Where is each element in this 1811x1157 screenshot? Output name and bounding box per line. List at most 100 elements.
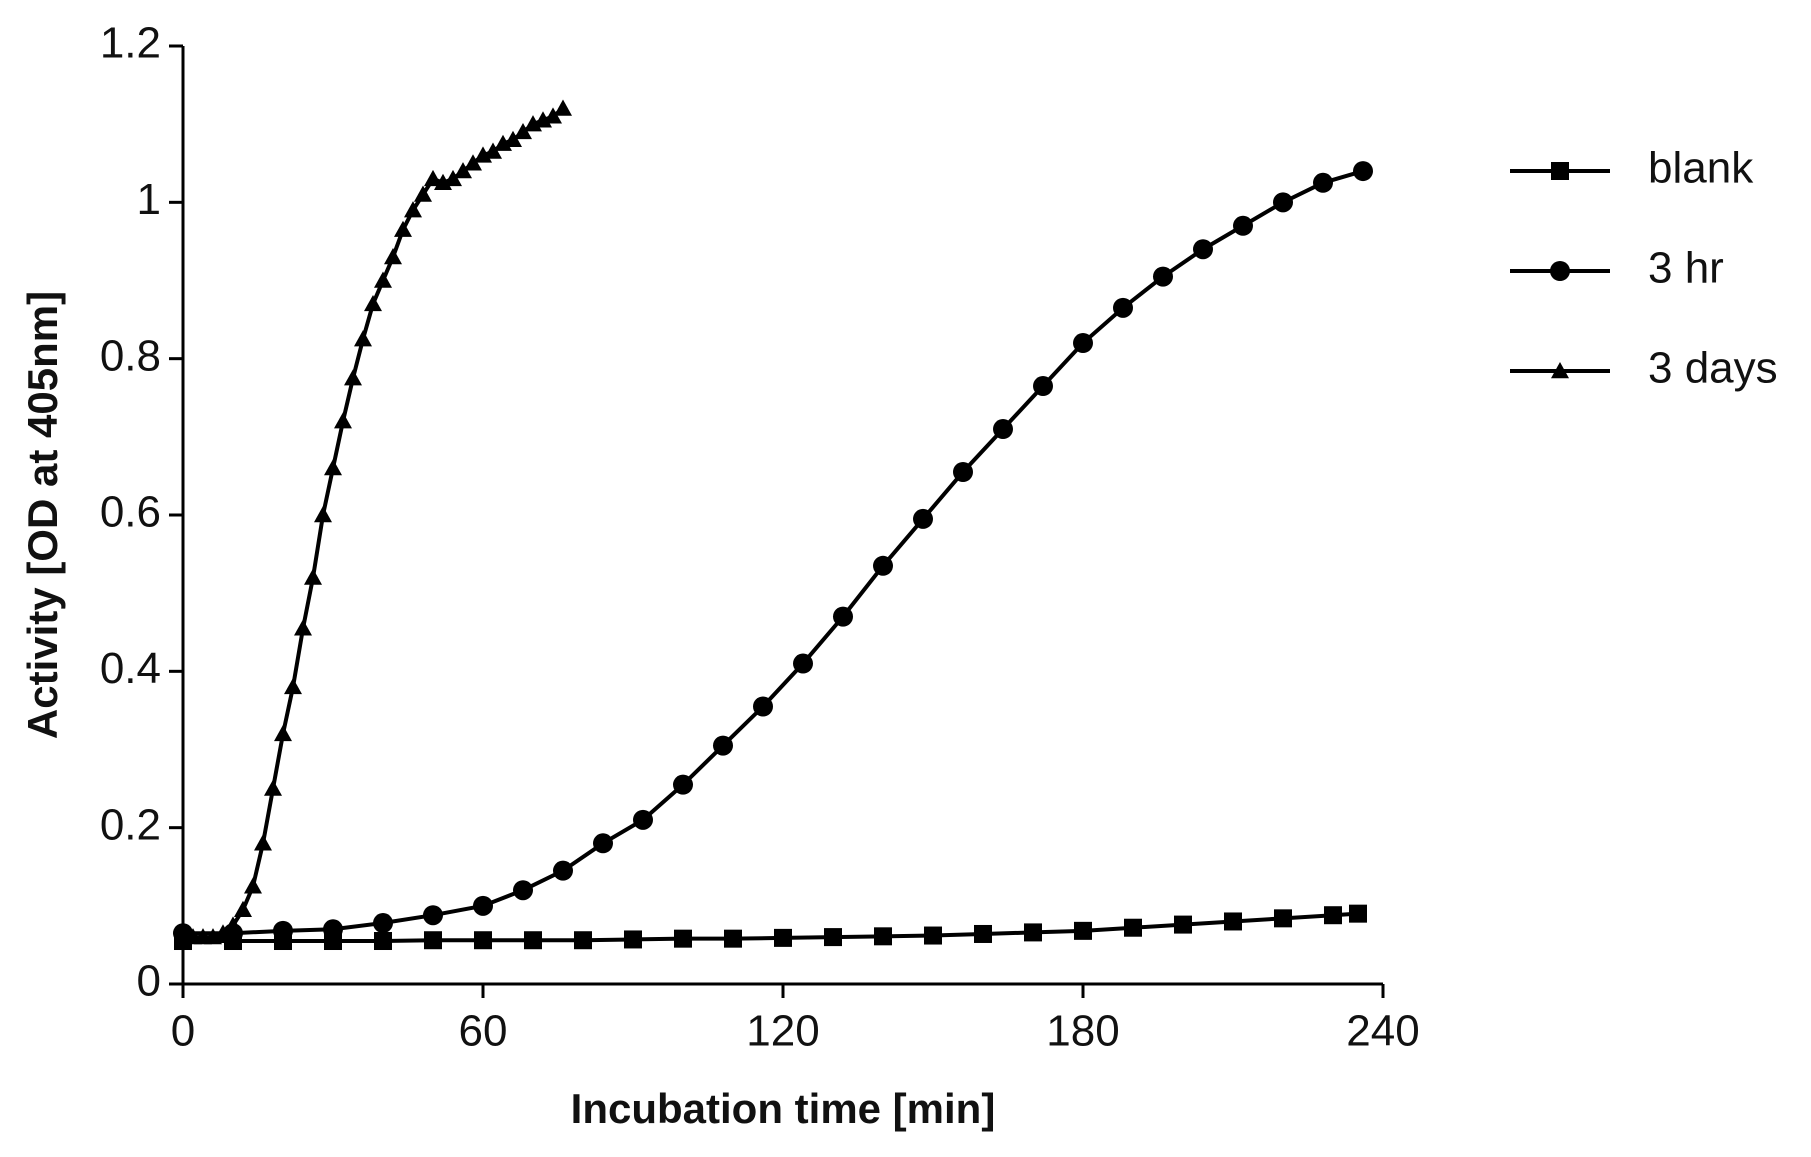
marker: [793, 653, 813, 674]
marker: [924, 926, 942, 945]
marker: [1313, 172, 1333, 193]
marker: [424, 169, 442, 187]
marker: [1024, 923, 1042, 942]
x-tick-label: 180: [1046, 1007, 1119, 1056]
x-tick-label: 60: [459, 1007, 508, 1056]
marker: [384, 248, 402, 265]
marker: [1153, 266, 1173, 287]
marker: [454, 162, 472, 179]
y-tick-label: 1: [137, 175, 161, 224]
marker: [314, 506, 332, 523]
marker: [404, 201, 422, 218]
y-axis-label: Activity [OD at 405nm]: [19, 291, 66, 739]
marker: [1073, 333, 1093, 354]
marker: [633, 809, 653, 830]
marker: [473, 895, 493, 916]
marker: [244, 877, 262, 894]
marker: [414, 185, 432, 202]
marker: [304, 568, 322, 585]
marker: [1224, 912, 1242, 931]
marker: [1174, 915, 1192, 934]
marker: [513, 880, 533, 901]
marker: [953, 462, 973, 483]
marker: [214, 924, 232, 941]
marker: [724, 929, 742, 948]
marker: [254, 834, 272, 851]
marker: [674, 929, 692, 948]
marker: [913, 508, 933, 529]
marker: [484, 142, 502, 159]
marker: [873, 555, 893, 576]
marker: [1353, 161, 1373, 182]
marker: [1324, 906, 1342, 925]
marker: [593, 833, 613, 854]
marker: [394, 220, 412, 237]
marker: [364, 294, 382, 312]
marker: [824, 928, 842, 947]
marker: [424, 931, 442, 950]
marker: [373, 913, 393, 934]
legend-label: 3 days: [1648, 344, 1778, 393]
y-tick-label: 0.8: [100, 331, 161, 380]
marker: [1551, 362, 1569, 379]
marker: [673, 774, 693, 795]
marker: [974, 924, 992, 943]
y-tick-label: 1.2: [100, 19, 161, 68]
marker: [1124, 918, 1142, 937]
marker: [1113, 297, 1133, 318]
x-tick-label: 0: [171, 1007, 195, 1056]
legend-label: 3 hr: [1648, 244, 1724, 293]
marker: [993, 419, 1013, 440]
marker: [323, 919, 343, 940]
marker: [284, 677, 302, 695]
marker: [1233, 215, 1253, 236]
marker: [554, 99, 572, 116]
marker: [524, 931, 542, 950]
marker: [374, 271, 392, 288]
marker: [294, 619, 312, 636]
marker: [344, 369, 362, 386]
series-line: [183, 169, 1364, 936]
y-tick-label: 0: [137, 957, 161, 1006]
marker: [874, 927, 892, 946]
marker: [354, 330, 372, 347]
marker: [1274, 909, 1292, 928]
marker: [334, 412, 352, 429]
marker: [514, 122, 532, 140]
legend-label: blank: [1648, 144, 1754, 193]
marker: [1074, 921, 1092, 940]
marker: [423, 905, 443, 926]
marker: [474, 931, 492, 950]
x-axis-label: Incubation time [min]: [571, 1085, 996, 1132]
marker: [264, 779, 282, 796]
marker: [574, 931, 592, 950]
y-tick-label: 0.6: [100, 488, 161, 537]
marker: [273, 920, 293, 941]
marker: [544, 107, 562, 124]
marker: [774, 928, 792, 947]
marker: [234, 900, 252, 917]
marker: [1349, 904, 1367, 923]
series-line: [183, 106, 565, 940]
marker: [833, 606, 853, 627]
marker: [444, 169, 462, 187]
y-tick-label: 0.4: [100, 644, 161, 693]
marker: [464, 154, 482, 171]
marker: [324, 459, 342, 476]
marker: [504, 130, 522, 147]
marker: [553, 860, 573, 881]
marker: [374, 932, 392, 951]
x-tick-label: 240: [1346, 1007, 1419, 1056]
x-tick-label: 120: [746, 1007, 819, 1056]
marker: [753, 696, 773, 717]
marker: [224, 916, 242, 933]
marker: [624, 930, 642, 949]
marker: [1550, 261, 1570, 281]
marker: [1551, 162, 1569, 180]
marker: [1193, 239, 1213, 260]
marker: [713, 735, 733, 756]
marker: [1273, 192, 1293, 213]
marker: [1033, 376, 1053, 397]
